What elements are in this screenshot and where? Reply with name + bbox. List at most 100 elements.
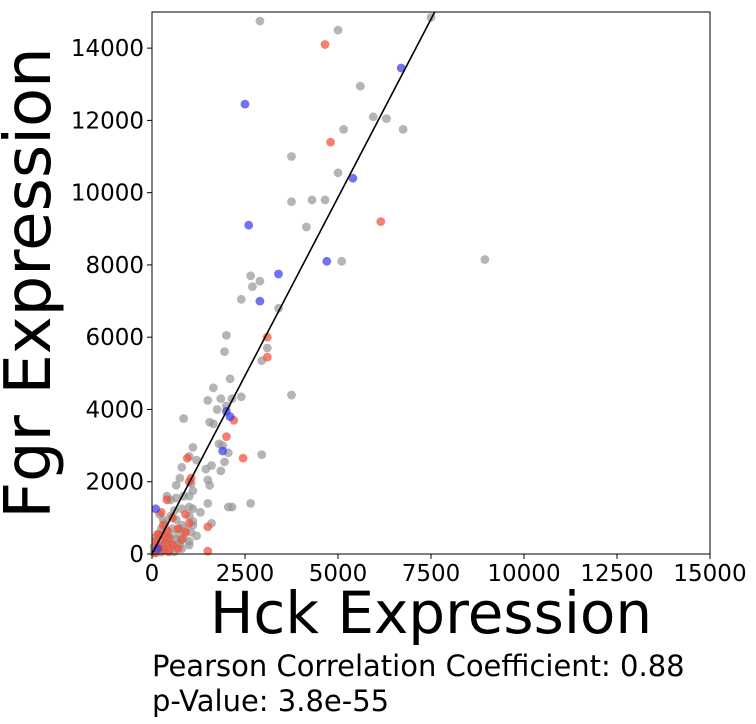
x-tick-label: 5000 bbox=[309, 561, 368, 587]
data-point-red bbox=[203, 522, 213, 532]
data-point-gray bbox=[227, 502, 237, 512]
data-point-gray bbox=[192, 531, 202, 541]
data-point-gray bbox=[333, 25, 343, 35]
data-point-blue bbox=[322, 256, 332, 266]
data-point-gray bbox=[175, 473, 185, 483]
data-point-gray bbox=[255, 16, 265, 26]
data-point-red bbox=[184, 518, 194, 528]
data-point-blue bbox=[348, 173, 358, 183]
data-point-gray bbox=[302, 222, 311, 232]
data-points bbox=[149, 13, 490, 558]
data-point-gray bbox=[225, 374, 235, 384]
y-axis-ticks: 0 2000 4000 6000 8000 10000 12000 14000 bbox=[71, 36, 152, 568]
data-point-gray bbox=[188, 443, 198, 452]
data-point-gray bbox=[236, 294, 246, 304]
data-point-blue bbox=[218, 446, 228, 456]
data-point-gray bbox=[196, 508, 205, 517]
data-point-blue bbox=[225, 412, 235, 422]
data-point-blue bbox=[244, 220, 254, 230]
data-point-gray bbox=[368, 112, 378, 122]
data-point-red bbox=[262, 352, 272, 362]
y-tick-label: 4000 bbox=[85, 397, 144, 423]
data-point-gray bbox=[220, 457, 229, 467]
data-point-gray bbox=[337, 256, 347, 266]
data-point-gray bbox=[177, 462, 187, 472]
data-point-gray bbox=[257, 450, 267, 459]
data-point-gray bbox=[171, 480, 181, 490]
y-tick-label: 14000 bbox=[71, 36, 144, 62]
data-point-red bbox=[182, 453, 192, 463]
x-axis-title: Hck Expression bbox=[210, 579, 652, 647]
plot-frame bbox=[151, 11, 711, 555]
data-point-gray bbox=[480, 255, 490, 264]
regression-line bbox=[151, 11, 436, 555]
data-point-gray bbox=[212, 405, 222, 414]
x-axis-ticks: 0 2500 5000 7500 10000 12500 15000 bbox=[145, 554, 747, 587]
data-point-gray bbox=[382, 114, 391, 123]
data-point-gray bbox=[209, 419, 218, 429]
y-tick-label: 12000 bbox=[71, 108, 144, 134]
data-point-blue bbox=[274, 269, 283, 279]
data-point-gray bbox=[220, 347, 229, 357]
x-tick-label: 7500 bbox=[402, 561, 461, 587]
y-tick-label: 6000 bbox=[85, 325, 144, 351]
data-point-gray bbox=[216, 394, 226, 403]
data-point-red bbox=[181, 527, 190, 537]
y-axis-title: Fgr Expression bbox=[0, 47, 66, 519]
data-point-gray bbox=[339, 124, 348, 134]
data-point-gray bbox=[398, 124, 408, 134]
data-point-gray bbox=[287, 152, 296, 161]
x-tick-label: 2500 bbox=[216, 561, 275, 587]
data-point-gray bbox=[203, 396, 213, 405]
data-point-gray bbox=[179, 414, 189, 423]
data-point-gray bbox=[192, 455, 202, 465]
data-point-blue bbox=[151, 504, 161, 514]
data-point-blue bbox=[396, 63, 406, 73]
data-point-red bbox=[173, 524, 183, 534]
x-tick-label: 10000 bbox=[487, 561, 560, 587]
data-point-red bbox=[177, 535, 187, 544]
data-point-gray bbox=[184, 491, 194, 501]
data-point-gray bbox=[188, 504, 198, 514]
data-point-gray bbox=[255, 276, 265, 286]
data-point-gray bbox=[209, 383, 218, 393]
data-point-red bbox=[173, 544, 183, 553]
data-point-gray bbox=[246, 271, 256, 281]
data-point-gray bbox=[205, 480, 215, 490]
data-point-red bbox=[320, 40, 330, 49]
x-tick-label: 15000 bbox=[673, 561, 746, 587]
data-point-red bbox=[326, 137, 335, 147]
data-point-red bbox=[181, 509, 190, 519]
y-tick-label: 10000 bbox=[71, 181, 144, 207]
y-tick-label: 0 bbox=[129, 542, 144, 568]
data-point-red bbox=[238, 453, 248, 463]
data-point-gray bbox=[287, 390, 296, 400]
correlation-coefficient-text: Pearson Correlation Coefficient: 0.88 bbox=[152, 649, 685, 683]
data-point-red bbox=[164, 547, 174, 557]
data-point-red bbox=[222, 432, 231, 441]
data-point-red bbox=[203, 546, 213, 556]
data-point-gray bbox=[246, 499, 256, 508]
p-value-text: p-Value: 3.8e-55 bbox=[152, 684, 390, 718]
y-tick-label: 2000 bbox=[85, 470, 144, 496]
data-point-gray bbox=[262, 343, 272, 353]
data-point-gray bbox=[216, 466, 226, 476]
data-point-gray bbox=[203, 499, 213, 508]
data-point-red bbox=[162, 495, 172, 505]
data-point-blue bbox=[255, 296, 265, 306]
data-point-gray bbox=[184, 540, 194, 550]
data-point-gray bbox=[307, 195, 317, 205]
data-point-red bbox=[376, 217, 386, 227]
y-tick-label: 8000 bbox=[85, 253, 144, 279]
data-point-blue bbox=[240, 99, 250, 109]
x-tick-label: 12500 bbox=[580, 561, 653, 587]
data-point-gray bbox=[287, 197, 296, 207]
data-point-gray bbox=[355, 81, 365, 91]
data-point-gray bbox=[333, 168, 343, 178]
x-tick-label: 0 bbox=[145, 561, 160, 587]
data-point-gray bbox=[236, 392, 246, 402]
data-point-gray bbox=[248, 282, 257, 291]
data-point-gray bbox=[320, 195, 330, 205]
data-point-red bbox=[262, 332, 272, 342]
